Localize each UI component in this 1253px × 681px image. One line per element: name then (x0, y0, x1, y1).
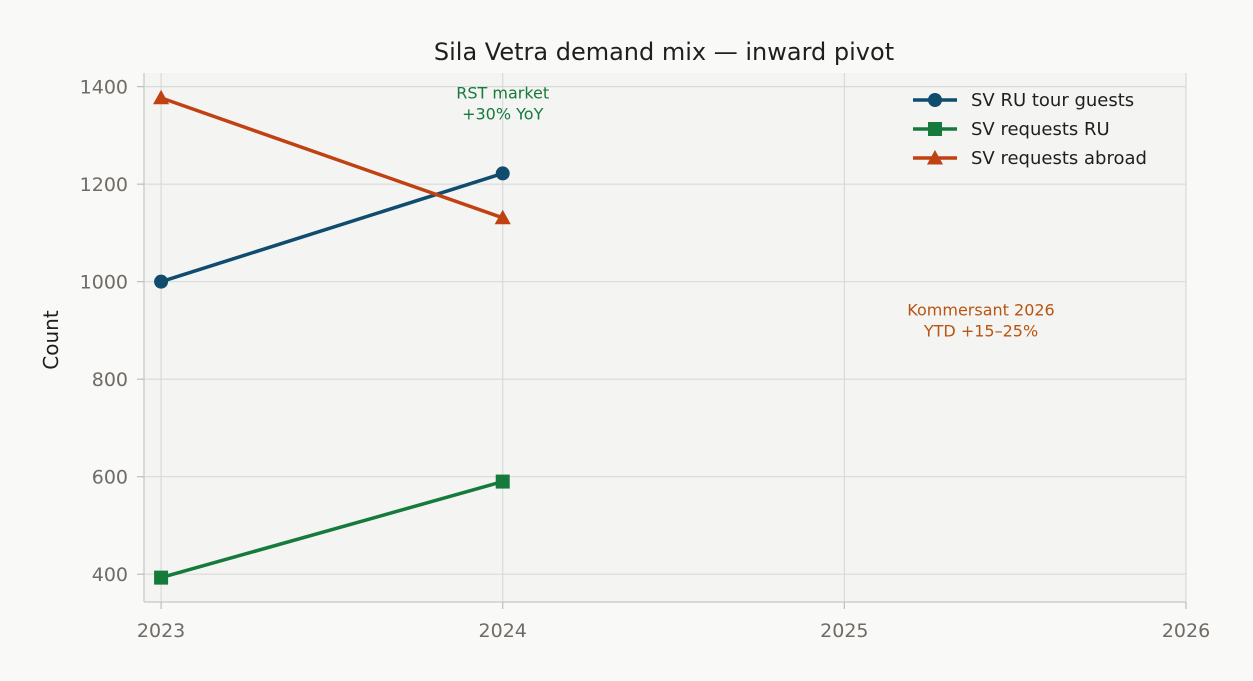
data-point (495, 474, 510, 489)
chart-title: Sila Vetra demand mix — inward pivot (434, 38, 894, 66)
legend-marker (928, 93, 942, 107)
legend: SV RU tour guests SV requests RU SV reques… (913, 90, 1147, 169)
data-point (153, 89, 170, 105)
annotation-line: RST market (456, 83, 549, 102)
y-axis-label: Count (39, 310, 63, 370)
data-point (494, 209, 511, 225)
x-tick-label: 2026 (1162, 620, 1210, 642)
annotation: RST market +30% YoY (456, 83, 549, 123)
data-point (154, 274, 169, 289)
annotations: RST market +30% YoY Kommersant 2026 YTD +15… (456, 83, 1054, 340)
y-tick-label: 800 (92, 369, 128, 391)
legend-label: SV requests RU (971, 119, 1110, 140)
x-tick-label: 2024 (479, 620, 527, 642)
y-tick-label: 1000 (80, 272, 128, 294)
axis-ticks: 400 600 800 1000 1200 1400 2023 2024 2025 2026 (80, 77, 1211, 642)
x-tick-label: 2025 (820, 620, 868, 642)
series-lines (153, 89, 511, 585)
annotation: Kommersant 2026 YTD +15–25% (907, 300, 1054, 340)
y-tick-label: 1400 (80, 77, 128, 99)
gridlines (144, 73, 1187, 602)
legend-marker (926, 149, 944, 165)
y-tick-label: 400 (92, 564, 128, 586)
series-line (160, 479, 504, 580)
annotation-line: +30% YoY (462, 104, 543, 123)
legend-marker (928, 122, 942, 136)
x-tick-label: 2023 (137, 620, 185, 642)
data-point (154, 570, 169, 585)
series-line (160, 96, 504, 220)
y-tick-label: 600 (92, 467, 128, 489)
y-tick-label: 1200 (80, 174, 128, 196)
annotation-line: Kommersant 2026 (907, 300, 1054, 319)
data-point (495, 166, 510, 181)
annotation-line: YTD +15–25% (923, 321, 1038, 340)
legend-label: SV RU tour guests (971, 90, 1134, 111)
plot-area (144, 73, 1186, 602)
legend-label: SV requests abroad (971, 148, 1147, 169)
series-line (160, 171, 504, 284)
